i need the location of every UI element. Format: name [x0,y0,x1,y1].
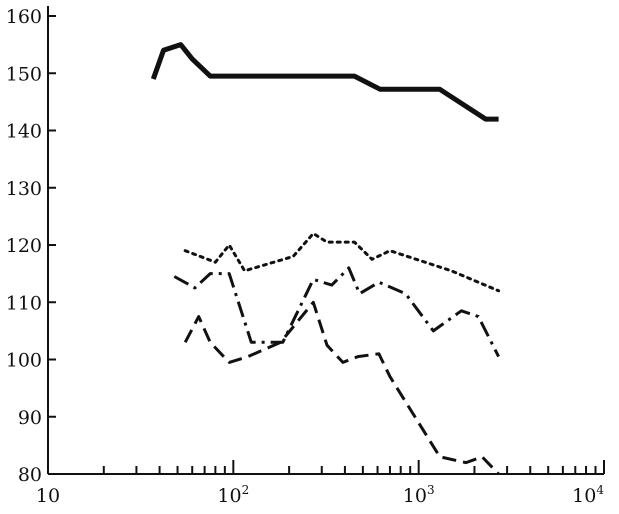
x-tick-label: 103 [403,483,435,507]
series-line-solid [150,42,499,122]
series-line-dash-dot [173,266,500,358]
y-tick-label: 130 [6,178,42,200]
y-ticks: 80 90 100 110 120 130 140 150 160 [6,6,56,486]
y-tick-label: 110 [6,292,42,314]
x-tick-label: 104 [572,483,604,507]
y-tick-label: 120 [6,235,42,257]
x-tick-label: 102 [217,483,249,507]
series-group [150,42,501,476]
y-tick-label: 100 [6,350,42,372]
series-line-dashed [183,300,500,476]
series-line-dotted [183,232,501,293]
x-tick-label: 10 [36,485,60,507]
y-tick-label: 160 [6,6,42,28]
axes [47,6,604,475]
y-tick-label: 140 [6,121,42,143]
x-ticks: 10 102 103 104 [36,460,605,507]
y-tick-label: 150 [6,63,42,85]
y-tick-label: 90 [18,407,42,429]
y-tick-label: 80 [18,464,42,486]
